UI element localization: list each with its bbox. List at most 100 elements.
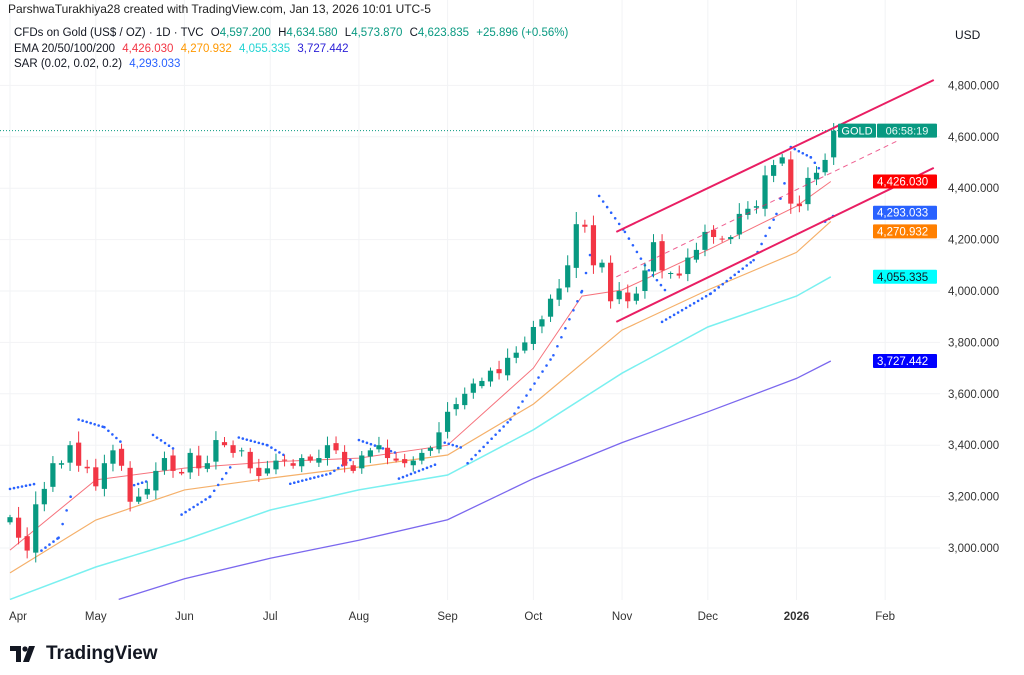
sar-dot (20, 485, 24, 488)
ema100-badge-bg (873, 269, 937, 284)
currency-label[interactable]: USD (955, 28, 981, 42)
sar-dot (498, 429, 501, 432)
sar-dot (502, 425, 505, 428)
candle (161, 451, 168, 475)
candle (84, 459, 90, 474)
candle-body (539, 319, 545, 327)
sar-dot (57, 536, 60, 540)
sar-dot (245, 438, 249, 441)
sar-dot (270, 446, 273, 449)
time-tick-label: Feb (875, 611, 895, 623)
sar-dot (325, 473, 328, 476)
channel-line-upper[interactable] (615, 79, 935, 233)
candle (136, 488, 142, 505)
candle-body (719, 238, 725, 240)
candle-body (513, 352, 519, 358)
candle-body (479, 380, 485, 387)
candle-body (728, 237, 734, 240)
sar-dot (288, 482, 292, 486)
sar-dot (261, 442, 265, 446)
tradingview-logo-icon (10, 646, 35, 662)
candle (625, 284, 631, 309)
sar-dot (760, 242, 763, 246)
sar-dot (470, 457, 473, 461)
candle (513, 346, 519, 364)
sar-dot (278, 451, 281, 454)
sar-legend[interactable]: SAR (0.02, 0.02, 0.2) 4,293.033 (14, 58, 184, 70)
candle (239, 447, 245, 457)
candles (7, 123, 837, 563)
sar-dot (237, 436, 241, 439)
sar-dot (797, 149, 801, 153)
candle-body (273, 460, 279, 470)
sar-dot (405, 474, 409, 477)
symbol-title[interactable]: CFDs on Gold (US$ / OZ) · 1D · TVC (14, 27, 204, 39)
time-axis[interactable]: Apr May Jun Jul Aug Sep Oct Nov Dec 2026 Feb (9, 611, 895, 623)
sar-value: 4,293.033 (129, 58, 181, 70)
sar-dot (749, 261, 753, 264)
tradingview-logo[interactable]: TradingView (10, 643, 158, 665)
sar-dot (304, 478, 308, 481)
ohlc-open: O4,597.200 (210, 27, 271, 39)
candle (771, 159, 777, 183)
candle-body (788, 159, 794, 204)
candle (599, 259, 605, 273)
candle-body (324, 445, 331, 459)
candle-body (316, 458, 322, 463)
sar-dot (85, 420, 88, 424)
sar-dot (171, 447, 175, 450)
candle-body (779, 157, 785, 164)
sar-dot (775, 212, 778, 216)
ema-legend[interactable]: EMA 20/50/100/200 4,426.030 4,270.932 4,… (14, 43, 353, 55)
sar-dot (552, 353, 555, 357)
candle-body (762, 175, 768, 209)
candle (367, 447, 373, 464)
candle (522, 336, 528, 354)
time-tick-label: Aug (349, 611, 369, 623)
candle-body (410, 460, 416, 466)
candle (702, 224, 708, 257)
candle-body (419, 452, 425, 461)
candle-body (307, 456, 313, 461)
sar-dot (455, 444, 459, 448)
candle-body (805, 177, 811, 205)
sar-dot (660, 320, 664, 324)
price-tick-label: 4,200.000 (948, 235, 999, 247)
candle-body (264, 468, 270, 474)
sar-dot (635, 250, 639, 254)
ema100-badge: 4,055.335 (873, 269, 937, 284)
sar-dot (783, 182, 786, 185)
sar-dot (44, 546, 47, 549)
candle (659, 234, 665, 279)
time-tick-label: Dec (698, 611, 719, 623)
candle (93, 458, 99, 491)
sar-dot (389, 449, 393, 453)
sar-dot (478, 449, 481, 453)
price-tick-label: 3,400.000 (948, 440, 999, 452)
channel-line-lower[interactable] (615, 166, 935, 323)
ema50-badge: 4,270.932 (873, 224, 937, 239)
candle (281, 454, 288, 467)
sar-dot (494, 433, 497, 436)
sar-dot (292, 481, 296, 485)
price-tick-label: 4,400.000 (948, 183, 999, 195)
candle (101, 454, 107, 497)
sar-dot (639, 257, 643, 260)
sar-dot (809, 156, 813, 159)
sar-dot (466, 461, 469, 465)
sar-dot (413, 471, 417, 474)
sar-dots (8, 145, 835, 552)
channel-lines[interactable] (615, 79, 935, 323)
sar-dot (373, 444, 377, 447)
candle-body (771, 165, 777, 176)
price-axis[interactable]: 3,000.000 3,200.000 3,400.000 3,600.000 3,80… (948, 80, 999, 555)
candle (179, 469, 185, 476)
channel-line-middle[interactable] (616, 139, 900, 278)
candle-body (590, 225, 597, 266)
sar-dot (576, 299, 579, 303)
candle (470, 378, 476, 399)
candle-body (470, 383, 476, 393)
sar-dot (655, 278, 659, 282)
candle (436, 422, 442, 454)
